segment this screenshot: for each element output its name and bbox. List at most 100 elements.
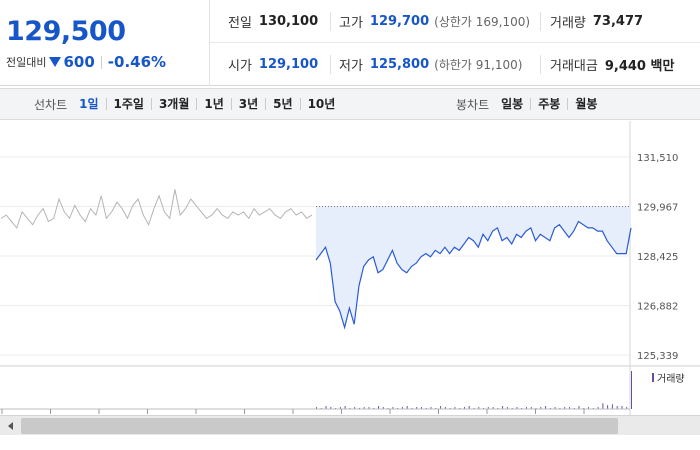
- prev-close-cell: 전일 130,100: [228, 12, 318, 31]
- info-row-1: 전일 130,100 고가 129,700 (상한가 169,100) 거래량 …: [210, 0, 700, 43]
- volume-bar: [597, 407, 599, 409]
- volume-bar: [588, 407, 589, 409]
- volume-bar: [487, 407, 489, 409]
- y-tick-label: 131,510: [637, 153, 678, 164]
- volume-legend-swatch: [652, 373, 654, 382]
- volume-bar: [540, 407, 542, 409]
- volume-label: 거래량: [550, 15, 586, 31]
- chart-scrollbar[interactable]: [0, 415, 700, 435]
- volume-legend-label: 거래량: [657, 373, 685, 385]
- tab-1y[interactable]: 1년: [196, 98, 230, 110]
- divider: [100, 55, 102, 69]
- tab-weekly-candle[interactable]: 주봉: [530, 98, 567, 110]
- volume-bar: [631, 371, 632, 409]
- volume-bar: [454, 407, 456, 409]
- tab-3y[interactable]: 3년: [230, 98, 265, 110]
- volume-bar: [506, 407, 508, 409]
- change-label: 전일대비: [6, 56, 47, 69]
- volume-bar: [478, 407, 480, 409]
- upper-limit: (상한가 169,100): [434, 14, 531, 29]
- volume-bar: [421, 407, 422, 409]
- volume-bar: [502, 406, 504, 409]
- volume-bar: [569, 407, 570, 409]
- y-tick-label: 125,339: [637, 351, 678, 362]
- trade-value-label: 거래대금: [550, 59, 598, 74]
- low-label: 저가: [339, 59, 363, 74]
- high-value: 129,700: [369, 13, 430, 29]
- volume-bar: [330, 407, 332, 409]
- tab-1d[interactable]: 1일: [79, 97, 99, 111]
- down-triangle-icon: [49, 57, 62, 67]
- scroll-thumb[interactable]: [21, 418, 618, 434]
- trade-value-value: 9,440 백만: [604, 59, 675, 74]
- volume-bar: [621, 406, 623, 409]
- change-value: 600: [63, 53, 95, 71]
- tab-10y[interactable]: 10년: [299, 98, 343, 110]
- volume-bar: [602, 403, 604, 409]
- volume-bar: [516, 407, 518, 409]
- change-percent: -0.46%: [107, 53, 167, 71]
- volume-bar: [368, 407, 370, 409]
- previous-day-series-line: [0, 189, 313, 229]
- volume-bar: [392, 407, 394, 409]
- info-row-2: 시가 129,100 저가 125,800 (하한가 91,100) 거래대금 …: [210, 43, 700, 86]
- volume-bar: [554, 407, 556, 409]
- period-tabs-bar: 선차트 1일 1주일 3개월 1년 3년 5년 10년 봉차트 일봉 주봉 월봉: [0, 88, 700, 120]
- tab-monthly-candle[interactable]: 월봉: [567, 98, 604, 110]
- y-axis: 131,510 129,967 128,425 126,882 125,339: [637, 153, 678, 362]
- volume-bar: [401, 407, 403, 409]
- trade-value-cell: 거래대금 9,440 백만: [540, 55, 674, 74]
- change-row: 전일대비 600 -0.46%: [6, 53, 166, 71]
- volume-value: 73,477: [592, 13, 644, 29]
- low-cell: 저가 125,800 (하한가 91,100): [330, 55, 522, 74]
- volume-bar: [607, 405, 609, 409]
- volume-bar: [564, 407, 566, 409]
- volume-bar: [344, 406, 346, 409]
- lower-limit: (하한가 91,100): [434, 58, 523, 72]
- volume-bar: [339, 407, 341, 409]
- line-chart-tabs: 선차트 1일 1주일 3개월 1년 3년 5년 10년: [34, 89, 342, 119]
- volume-bar: [545, 406, 547, 409]
- candle-chart-title: 봉차트: [456, 97, 490, 112]
- y-tick-label: 128,425: [637, 252, 678, 263]
- tab-daily-candle[interactable]: 일봉: [501, 97, 524, 111]
- x-axis-ticks: [1, 409, 585, 414]
- y-tick-label: 126,882: [637, 301, 678, 312]
- price-chart: 131,510 129,967 128,425 126,882 125,339 거래량: [0, 121, 700, 415]
- volume-bar: [464, 407, 465, 409]
- volume-bars: [0, 371, 632, 410]
- volume-bar: [416, 407, 418, 409]
- tab-3m[interactable]: 3개월: [150, 98, 196, 110]
- candle-chart-tabs: 봉차트 일봉 주봉 월봉: [456, 89, 604, 119]
- volume-bar: [325, 406, 327, 409]
- volume-bar: [378, 406, 379, 409]
- low-value: 125,800: [369, 57, 430, 72]
- volume-bar: [316, 407, 317, 409]
- volume-bar: [492, 407, 494, 409]
- scroll-left-icon[interactable]: [0, 416, 20, 436]
- volume-bar: [468, 406, 470, 409]
- volume-bar: [578, 406, 580, 409]
- tab-1w[interactable]: 1주일: [105, 98, 151, 110]
- chart-grid: [0, 121, 631, 415]
- volume-bar: [526, 407, 527, 409]
- volume-bar: [444, 407, 446, 409]
- volume-bar: [406, 406, 408, 409]
- high-cell: 고가 129,700 (상한가 169,100): [330, 11, 531, 31]
- open-cell: 시가 129,100: [228, 55, 318, 74]
- open-value: 129,100: [258, 57, 319, 72]
- volume-bar: [363, 407, 365, 409]
- volume-bar: [354, 407, 356, 409]
- volume-bar: [382, 407, 384, 409]
- volume-bar: [530, 407, 532, 409]
- volume-cell: 거래량 73,477: [540, 11, 644, 31]
- price-box: 129,500 전일대비 600 -0.46%: [0, 0, 210, 86]
- prev-close-label: 전일: [228, 15, 252, 31]
- volume-bar: [430, 407, 432, 409]
- tab-5y[interactable]: 5년: [265, 98, 299, 110]
- bottom-padding: [0, 435, 700, 450]
- line-chart-title: 선차트: [34, 97, 68, 112]
- volume-bar: [440, 406, 442, 409]
- y-tick-label: 129,967: [637, 203, 678, 214]
- volume-bar: [626, 407, 628, 409]
